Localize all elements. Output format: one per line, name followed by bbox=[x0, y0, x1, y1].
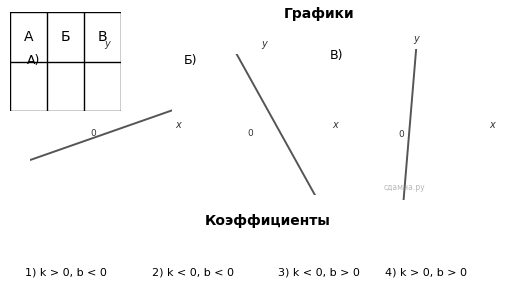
Text: 0: 0 bbox=[90, 130, 96, 139]
Text: y: y bbox=[261, 40, 266, 50]
Text: А: А bbox=[24, 30, 33, 44]
Text: Коэффициенты: Коэффициенты bbox=[205, 214, 330, 228]
Text: y: y bbox=[104, 40, 110, 50]
Text: 2) k < 0, b < 0: 2) k < 0, b < 0 bbox=[152, 268, 233, 277]
Text: 0: 0 bbox=[398, 130, 404, 139]
Text: А): А) bbox=[27, 54, 40, 67]
Text: сдамна.ру: сдамна.ру bbox=[383, 183, 425, 192]
Text: 3) k < 0, b > 0: 3) k < 0, b > 0 bbox=[278, 268, 360, 277]
Text: 0: 0 bbox=[247, 130, 252, 139]
Text: y: y bbox=[412, 34, 418, 44]
Text: 4) k > 0, b > 0: 4) k > 0, b > 0 bbox=[384, 268, 466, 277]
Text: Б): Б) bbox=[183, 54, 197, 67]
Text: В: В bbox=[98, 30, 108, 44]
Text: x: x bbox=[175, 120, 181, 130]
Text: x: x bbox=[489, 120, 494, 130]
Text: В): В) bbox=[330, 49, 343, 62]
Text: Б: Б bbox=[61, 30, 71, 44]
Text: Графики: Графики bbox=[283, 7, 353, 21]
Text: 1) k > 0, b < 0: 1) k > 0, b < 0 bbox=[25, 268, 107, 277]
Text: x: x bbox=[332, 120, 337, 130]
